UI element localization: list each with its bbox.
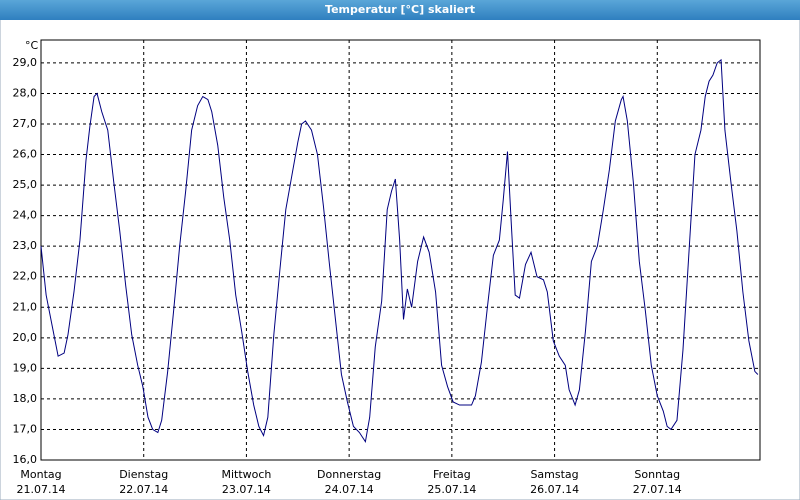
x-tick-label: Montag bbox=[20, 468, 61, 481]
y-tick-label: 26,0 bbox=[13, 148, 38, 161]
x-tick-label: Donnerstag bbox=[317, 468, 381, 481]
y-tick-label: 23,0 bbox=[13, 239, 38, 252]
x-tick-date: 23.07.14 bbox=[222, 483, 271, 496]
y-tick-label: 18,0 bbox=[13, 392, 38, 405]
y-tick-label: 16,0 bbox=[13, 453, 38, 466]
x-tick-date: 25.07.14 bbox=[427, 483, 476, 496]
x-tick-label: Samstag bbox=[530, 468, 578, 481]
x-tick-label: Dienstag bbox=[119, 468, 168, 481]
y-tick-label: 29,0 bbox=[13, 56, 38, 69]
y-tick-label: 19,0 bbox=[13, 361, 38, 374]
x-tick-date: 27.07.14 bbox=[633, 483, 682, 496]
y-unit-label: °C bbox=[25, 39, 39, 52]
x-tick-label: Freitag bbox=[433, 468, 471, 481]
chart-title: Temperatur [°C] skaliert bbox=[325, 3, 475, 16]
y-tick-label: 27,0 bbox=[13, 117, 38, 130]
x-tick-label: Mittwoch bbox=[221, 468, 271, 481]
y-tick-label: 24,0 bbox=[13, 209, 38, 222]
x-tick-label: Sonntag bbox=[634, 468, 680, 481]
x-tick-date: 24.07.14 bbox=[325, 483, 374, 496]
y-tick-label: 25,0 bbox=[13, 178, 38, 191]
y-tick-label: 22,0 bbox=[13, 270, 38, 283]
y-tick-label: 28,0 bbox=[13, 86, 38, 99]
x-tick-date: 26.07.14 bbox=[530, 483, 579, 496]
x-tick-date: 22.07.14 bbox=[119, 483, 168, 496]
title-bar bbox=[0, 0, 800, 20]
y-tick-label: 17,0 bbox=[13, 422, 38, 435]
y-tick-label: 20,0 bbox=[13, 331, 38, 344]
temperature-line bbox=[40, 58, 759, 444]
x-tick-date: 21.07.14 bbox=[17, 483, 66, 496]
y-tick-label: 21,0 bbox=[13, 300, 38, 313]
